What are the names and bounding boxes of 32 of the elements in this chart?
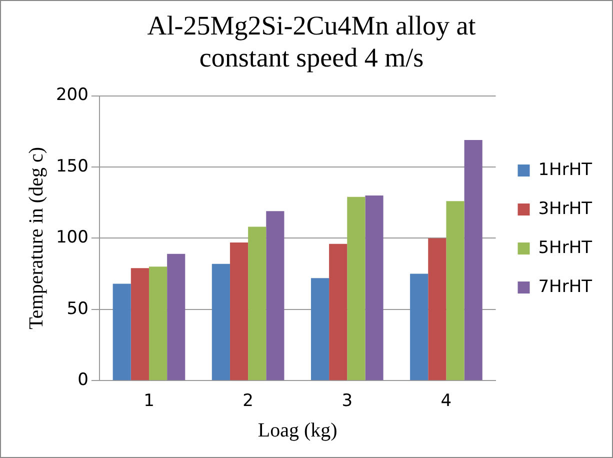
bar bbox=[130, 268, 149, 380]
bar bbox=[446, 201, 464, 380]
bar bbox=[310, 278, 330, 380]
bar bbox=[410, 274, 428, 380]
bar bbox=[167, 254, 186, 380]
y-tick-label: 100 bbox=[56, 228, 88, 248]
bar bbox=[248, 226, 266, 380]
legend-label: 1HrHT bbox=[538, 160, 593, 180]
y-axis-title: Temperature in (deg c) bbox=[25, 146, 48, 330]
bar bbox=[329, 244, 348, 380]
bar bbox=[428, 238, 446, 380]
y-tick-label: 200 bbox=[56, 85, 88, 106]
legend-label: 5HrHT bbox=[538, 238, 593, 258]
x-tick-label: 3 bbox=[342, 391, 353, 412]
y-tick-label: 0 bbox=[78, 370, 88, 390]
bar bbox=[148, 266, 168, 380]
legend-label: 3HrHT bbox=[538, 198, 593, 219]
chart-title: Al-25Mg2Si-2Cu4Mn alloy at constant speed 4 m/s bbox=[147, 10, 476, 73]
bar bbox=[112, 284, 131, 380]
x-tick-label: 2 bbox=[242, 391, 254, 412]
bar bbox=[212, 264, 230, 380]
y-tick-label: 150 bbox=[56, 156, 88, 176]
bar bbox=[266, 211, 284, 380]
bar bbox=[230, 242, 248, 380]
bar bbox=[347, 196, 366, 380]
bar bbox=[365, 195, 384, 380]
x-axis-title: Loag (kg) bbox=[258, 419, 338, 442]
bar bbox=[464, 140, 482, 380]
legend-label: 7HrHT bbox=[538, 276, 593, 297]
y-tick-label: 50 bbox=[66, 298, 88, 319]
x-tick-label: 4 bbox=[440, 391, 452, 412]
x-tick-label: 1 bbox=[144, 391, 154, 412]
